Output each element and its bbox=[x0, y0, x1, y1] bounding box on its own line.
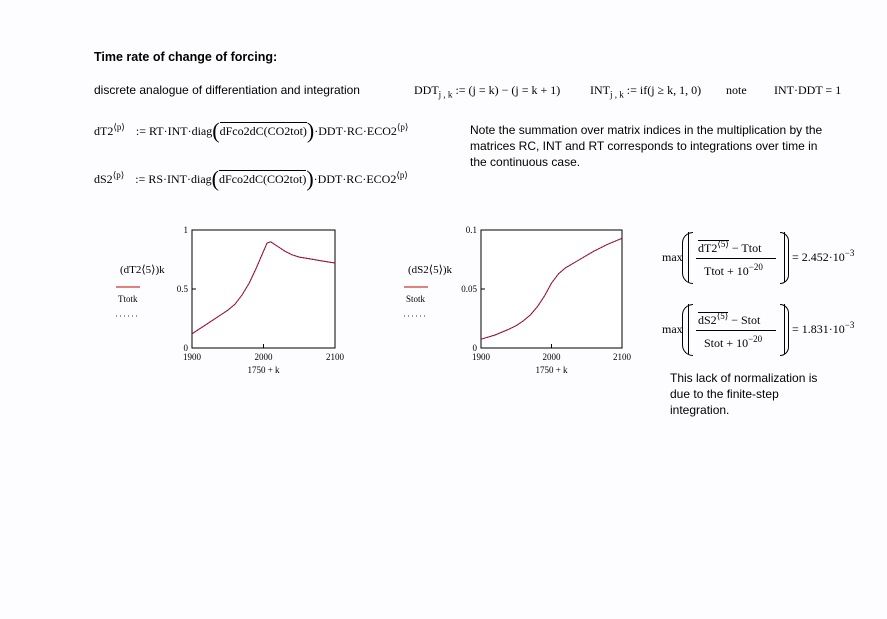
chart2-xtick-label-2: 2100 bbox=[613, 352, 632, 362]
summation-note: Note the summation over matrix indices i… bbox=[470, 123, 823, 169]
intro-text: discrete analogue of differentiation and… bbox=[94, 83, 360, 97]
ddt-definition[interactable]: DDTj , k := (j = k) − (j = k + 1) bbox=[414, 83, 561, 100]
max2-num-b: − Stot bbox=[728, 313, 761, 327]
chart1-series-line-1 bbox=[191, 241, 336, 335]
ddt-name: DDT bbox=[414, 83, 439, 97]
max1-res-exp: −3 bbox=[844, 248, 855, 258]
eq1-vec-text: dFco2dC(CO2tot) bbox=[219, 124, 307, 138]
int-rhs: := if(j ≥ k, 1, 0) bbox=[626, 83, 702, 97]
chart2-frame bbox=[480, 229, 623, 349]
eq2-post-superscript: ⟨p⟩ bbox=[396, 170, 408, 180]
eq1-lhs: dT2 bbox=[94, 124, 114, 138]
max-expression-dt2[interactable]: max dT2⟨5⟩ − Ttot Ttot + 10−20 = 2.452·1… bbox=[662, 232, 862, 288]
chart1-xtick-label-2: 2100 bbox=[326, 352, 345, 362]
eq1-pre: := RT·INT·diag bbox=[135, 124, 213, 138]
int-name: INT bbox=[590, 83, 610, 97]
max2-denominator: Stot + 10−20 bbox=[704, 334, 763, 351]
eq2-left-paren: ( bbox=[211, 166, 219, 191]
max1-fn: max bbox=[662, 250, 683, 264]
max2-result: = 1.831·10−3 bbox=[792, 320, 855, 337]
max1-res: = 2.452·10 bbox=[792, 250, 845, 264]
max2-close-bracket bbox=[780, 304, 789, 356]
chart2-plot-area: 1900 2000 2100 0 0.05 0.1 1750 + k bbox=[461, 225, 631, 375]
chart1-y-label: (dT2⟨5⟩)k bbox=[120, 264, 165, 276]
max1-num-sup: ⟨5⟩ bbox=[717, 239, 729, 249]
identity-expression[interactable]: INT·DDT = 1 bbox=[774, 83, 842, 97]
max2-res: = 1.831·10 bbox=[792, 322, 845, 336]
max2-open-bar bbox=[688, 304, 693, 354]
max2-den: Stot + 10 bbox=[704, 336, 749, 350]
chart1-legend-label-2: Ttotk bbox=[118, 294, 138, 304]
max2-close-bar bbox=[780, 304, 785, 354]
eq2-right-paren: ) bbox=[306, 166, 314, 191]
eq1-left-paren: ( bbox=[212, 118, 220, 143]
eq2-vectorized-arg: dFco2dC(CO2tot) bbox=[218, 170, 307, 187]
chart1-plot-area: 1900 2000 2100 0 0.5 1 1750 + k bbox=[177, 225, 345, 375]
chart1-legend: (dT2⟨5⟩)k Ttotk bbox=[116, 264, 165, 317]
chart2-y-label: (dS2⟨5⟩)k bbox=[408, 264, 453, 276]
chart-dt2: (dT2⟨5⟩)k Ttotk 1900 2000 2100 0 0.5 1 1750 + … bbox=[116, 225, 345, 375]
int-subscript: j , k bbox=[610, 89, 624, 100]
eq2-post: ·DDT·RC·ECO2 bbox=[313, 172, 397, 186]
chart2-x-axis-label: 1750 + k bbox=[535, 365, 568, 375]
chart2-ytick-label-1: 0.05 bbox=[461, 284, 477, 294]
chart2-xtick-label-1: 2000 bbox=[543, 352, 562, 362]
chart1-xtick-label-0: 1900 bbox=[183, 352, 202, 362]
max1-result: = 2.452·10−3 bbox=[792, 248, 855, 265]
eq1-superscript: ⟨p⟩ bbox=[113, 122, 125, 132]
max1-num-a: dT2 bbox=[698, 241, 718, 255]
max1-fraction-bar bbox=[696, 258, 776, 259]
max1-close-bar bbox=[780, 232, 785, 282]
normalization-note: This lack of normalization is due to the… bbox=[670, 371, 818, 417]
max1-numerator: dT2⟨5⟩ − Ttot bbox=[698, 240, 761, 256]
chart2-ytick-label-2: 0.1 bbox=[466, 225, 477, 235]
chart1-ytick-label-2: 1 bbox=[184, 225, 189, 235]
max-expression-ds2[interactable]: max dS2⟨5⟩ − Stot Stot + 10−20 = 1.831·1… bbox=[662, 304, 862, 360]
equation-ds2[interactable]: dS2⟨p⟩ := RS·INT·diag(dFco2dC(CO2tot))·D… bbox=[94, 166, 408, 196]
max1-num-b: − Ttot bbox=[728, 241, 762, 255]
max1-den-exp: −20 bbox=[748, 262, 763, 272]
max2-num-sup: ⟨5⟩ bbox=[716, 311, 729, 321]
chart2-ytick-label-0: 0 bbox=[473, 343, 478, 353]
eq1-right-paren: ) bbox=[306, 118, 315, 143]
max1-den: Ttot + 10 bbox=[704, 264, 749, 278]
chart1-ytick-label-1: 0.5 bbox=[177, 284, 189, 294]
max2-num-a: dS2 bbox=[698, 313, 717, 327]
ddt-rhs: := (j = k) − (j = k + 1) bbox=[455, 83, 561, 97]
max2-numerator: dS2⟨5⟩ − Stot bbox=[698, 312, 760, 328]
chart-ds2: (dS2⟨5⟩)k Stotk 1900 2000 2100 0 0.05 0.1 1750… bbox=[404, 225, 632, 375]
int-definition[interactable]: INTj , k := if(j ≥ k, 1, 0) bbox=[590, 83, 702, 100]
eq1-vectorized-arg: dFco2dC(CO2tot) bbox=[219, 122, 307, 139]
eq1-post-superscript: ⟨p⟩ bbox=[396, 122, 409, 132]
max2-fn: max bbox=[662, 322, 683, 336]
section-title: Time rate of change of forcing: bbox=[94, 50, 278, 64]
max2-den-exp: −20 bbox=[748, 334, 763, 344]
max1-open-bar bbox=[688, 232, 693, 282]
chart2-legend: (dS2⟨5⟩)k Stotk bbox=[404, 264, 453, 317]
chart2-series-line-0 bbox=[480, 237, 623, 340]
eq2-vec-text: dFco2dC(CO2tot) bbox=[218, 172, 307, 186]
max1-close-bracket bbox=[780, 232, 789, 284]
note-word: note bbox=[726, 83, 747, 97]
max2-res-exp: −3 bbox=[844, 320, 855, 330]
ddt-subscript: j , k bbox=[438, 89, 453, 100]
chart1-xtick-label-1: 2000 bbox=[255, 352, 274, 362]
max1-denominator: Ttot + 10−20 bbox=[704, 262, 763, 279]
eq1-post: ·DDT·RC·ECO2 bbox=[314, 124, 397, 138]
max2-fraction-bar bbox=[696, 330, 776, 331]
chart2-xtick-label-0: 1900 bbox=[472, 352, 491, 362]
eq2-pre: := RS·INT·diag bbox=[135, 172, 212, 186]
chart2-legend-label-2: Stotk bbox=[406, 294, 426, 304]
equation-dt2[interactable]: dT2⟨p⟩ := RT·INT·diag(dFco2dC(CO2tot))·D… bbox=[94, 118, 408, 148]
eq2-lhs: dS2 bbox=[94, 172, 113, 186]
chart1-x-axis-label: 1750 + k bbox=[247, 365, 280, 375]
eq2-superscript: ⟨p⟩ bbox=[112, 170, 125, 180]
chart1-ytick-label-0: 0 bbox=[184, 343, 189, 353]
chart1-frame bbox=[191, 229, 336, 349]
